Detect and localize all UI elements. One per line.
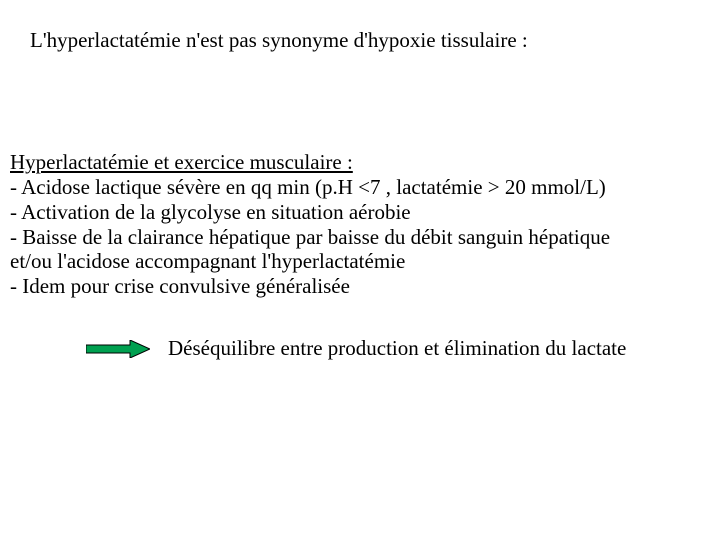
conclusion-text: Déséquilibre entre production et élimina… (168, 336, 626, 361)
arrow-polygon (86, 340, 150, 358)
body-line: - Baisse de la clairance hépatique par b… (10, 225, 700, 250)
arrow-right-icon (86, 340, 150, 358)
body-line: - Idem pour crise convulsive généralisée (10, 274, 700, 299)
body-line: - Acidose lactique sévère en qq min (p.H… (10, 175, 700, 200)
body-line: et/ou l'acidose accompagnant l'hyperlact… (10, 249, 700, 274)
body-text-block: - Acidose lactique sévère en qq min (p.H… (10, 175, 700, 299)
conclusion-row: Déséquilibre entre production et élimina… (86, 336, 700, 361)
page-title: L'hyperlactatémie n'est pas synonyme d'h… (30, 28, 528, 53)
body-line: - Activation de la glycolyse en situatio… (10, 200, 700, 225)
section-heading: Hyperlactatémie et exercice musculaire : (10, 150, 353, 175)
